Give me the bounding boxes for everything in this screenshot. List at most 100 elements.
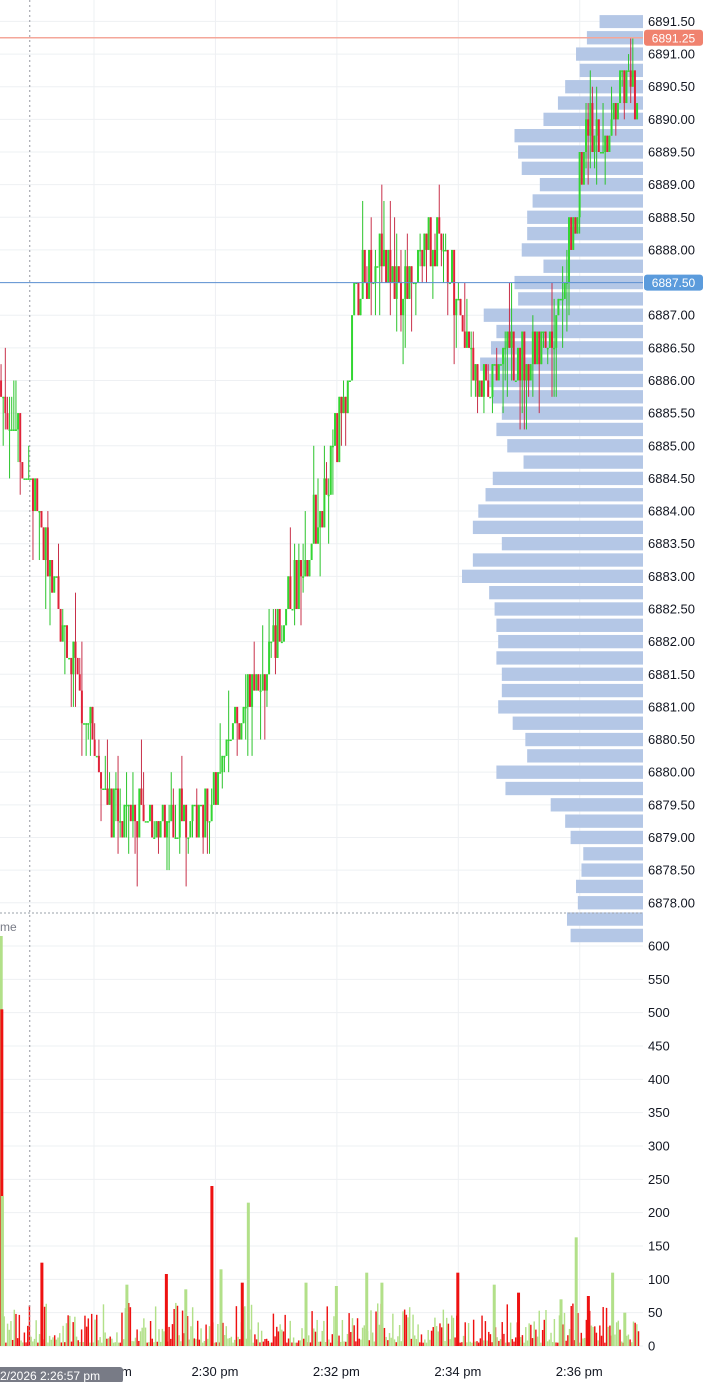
candle-body bbox=[38, 511, 41, 513]
volume-bar bbox=[77, 1340, 79, 1346]
candle-body bbox=[68, 657, 71, 660]
volume-bar bbox=[45, 1303, 47, 1346]
volume-bar bbox=[124, 1308, 127, 1346]
volume-bar-spike bbox=[559, 1299, 563, 1346]
candle-body bbox=[191, 804, 194, 822]
volume-bar bbox=[267, 1340, 270, 1346]
volume-bar bbox=[53, 1335, 56, 1346]
candle-body bbox=[14, 429, 17, 431]
volume-profile-bar bbox=[498, 700, 643, 714]
volume-bar bbox=[318, 1341, 320, 1346]
candle-body bbox=[427, 217, 430, 250]
candle-body bbox=[321, 511, 324, 528]
volume-profile-bar bbox=[489, 373, 643, 388]
volume-axis-tick: 50 bbox=[648, 1305, 662, 1320]
volume-bar bbox=[636, 1324, 638, 1346]
volume-profile-bar bbox=[485, 488, 643, 502]
candle-body bbox=[276, 608, 279, 658]
candle-body bbox=[448, 282, 451, 285]
volume-bar bbox=[526, 1340, 529, 1346]
candle-body bbox=[197, 804, 200, 838]
candle-body bbox=[42, 527, 45, 561]
volume-bar bbox=[583, 1337, 586, 1346]
candle-body bbox=[40, 511, 43, 528]
volume-bar bbox=[296, 1342, 298, 1346]
volume-bar bbox=[148, 1342, 150, 1346]
time-axis-tick: 2:32 pm bbox=[313, 1364, 360, 1379]
volume-bar bbox=[605, 1307, 608, 1346]
candle-body bbox=[525, 364, 528, 381]
volume-profile-bar bbox=[501, 406, 643, 420]
volume-bar bbox=[228, 1338, 231, 1346]
volume-bar bbox=[626, 1335, 628, 1346]
volume-bar bbox=[102, 1304, 105, 1346]
candle-body bbox=[72, 641, 75, 675]
volume-bar bbox=[442, 1309, 445, 1346]
volume-bar bbox=[600, 1335, 603, 1346]
candle-body bbox=[248, 674, 251, 707]
candle-body bbox=[580, 151, 583, 185]
volume-bar bbox=[311, 1311, 313, 1346]
volume-bar bbox=[509, 1322, 512, 1346]
volume-bar bbox=[279, 1324, 281, 1346]
volume-bar bbox=[245, 1338, 248, 1346]
volume-bar bbox=[387, 1340, 389, 1346]
volume-bar bbox=[595, 1332, 598, 1346]
volume-bar bbox=[282, 1331, 285, 1346]
candle-body bbox=[491, 364, 494, 397]
volume-bar bbox=[138, 1340, 140, 1346]
volume-bar bbox=[410, 1338, 413, 1346]
candle-body bbox=[8, 429, 11, 431]
volume-bar bbox=[378, 1324, 381, 1346]
price-axis-tick: 6881.50 bbox=[648, 667, 695, 682]
candle-body bbox=[110, 788, 113, 838]
volume-bar bbox=[271, 1342, 273, 1346]
volume-bar bbox=[213, 1342, 216, 1346]
candle-body bbox=[576, 217, 579, 234]
volume-axis-tick: 350 bbox=[648, 1105, 670, 1120]
candle-body bbox=[229, 739, 232, 742]
volume-profile-bar bbox=[576, 47, 643, 61]
candle-body bbox=[540, 331, 543, 365]
candle-body bbox=[376, 266, 379, 268]
candle-body bbox=[282, 625, 285, 642]
volume-bar bbox=[217, 1323, 219, 1346]
candle-body bbox=[27, 478, 30, 480]
volume-axis-tick: 500 bbox=[648, 1005, 670, 1020]
volume-bar bbox=[232, 1342, 234, 1346]
price-axis-tick: 6891.00 bbox=[648, 47, 695, 62]
volume-bar bbox=[525, 1327, 527, 1346]
last-price-badge bbox=[644, 29, 703, 46]
time-axis-tick: 2:36 pm bbox=[556, 1364, 603, 1379]
volume-bar bbox=[617, 1320, 620, 1346]
candle-body bbox=[340, 396, 343, 414]
volume-bar bbox=[619, 1329, 621, 1346]
volume-bar bbox=[444, 1341, 446, 1346]
volume-bar bbox=[339, 1341, 342, 1346]
candle-body bbox=[217, 772, 220, 805]
candle-body bbox=[434, 249, 437, 267]
volume-bar bbox=[461, 1342, 463, 1346]
volume-bar bbox=[620, 1341, 623, 1346]
volume-bar bbox=[499, 1339, 502, 1346]
volume-bar bbox=[116, 1332, 118, 1346]
candle-body bbox=[189, 821, 192, 838]
volume-bar bbox=[358, 1338, 360, 1346]
volume-bar bbox=[467, 1323, 470, 1346]
volume-bar bbox=[343, 1341, 345, 1346]
candle-body bbox=[419, 249, 422, 252]
candle-body bbox=[546, 347, 549, 350]
price-axis-tick: 6878.00 bbox=[648, 895, 695, 910]
candle-body bbox=[314, 494, 317, 544]
volume-bar bbox=[580, 1332, 583, 1346]
volume-bar bbox=[578, 1342, 581, 1346]
volume-profile-bar bbox=[507, 439, 643, 453]
candle-body bbox=[357, 282, 360, 316]
candle-body bbox=[574, 217, 577, 234]
candle-body bbox=[568, 217, 571, 283]
volume-bar bbox=[483, 1340, 485, 1346]
volume-profile-bar bbox=[494, 602, 643, 616]
candle-body bbox=[555, 315, 558, 348]
